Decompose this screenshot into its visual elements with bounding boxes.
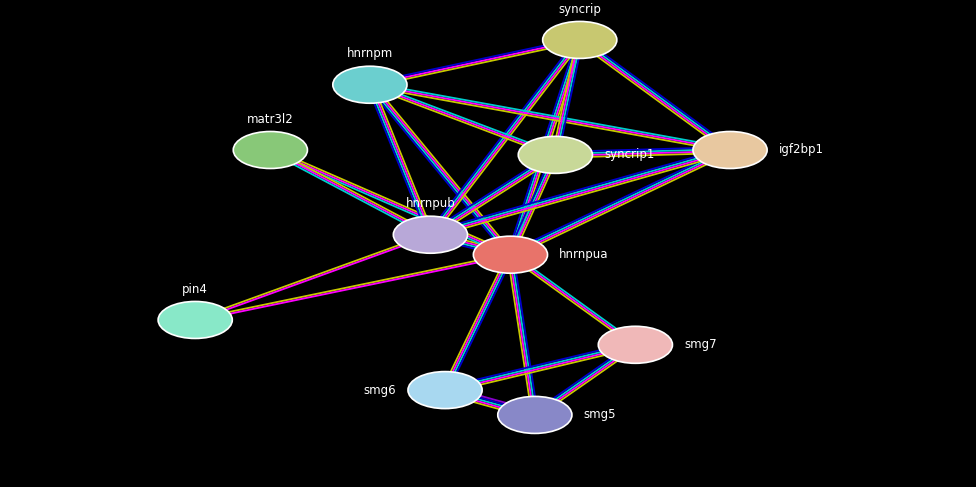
Text: smg6: smg6 — [364, 384, 396, 396]
Text: hnrnpub: hnrnpub — [406, 197, 455, 210]
Circle shape — [393, 216, 468, 253]
Text: smg7: smg7 — [684, 338, 716, 351]
Text: hnrnpua: hnrnpua — [559, 248, 609, 261]
Circle shape — [473, 236, 548, 273]
Circle shape — [333, 66, 407, 103]
Circle shape — [598, 326, 672, 363]
Text: igf2bp1: igf2bp1 — [779, 144, 824, 156]
Circle shape — [408, 372, 482, 409]
Text: hnrnpm: hnrnpm — [346, 47, 393, 60]
Text: matr3l2: matr3l2 — [247, 112, 294, 126]
Circle shape — [233, 131, 307, 169]
Circle shape — [498, 396, 572, 433]
Circle shape — [693, 131, 767, 169]
Text: pin4: pin4 — [183, 282, 208, 296]
Text: syncrip1: syncrip1 — [604, 149, 655, 161]
Circle shape — [543, 21, 617, 58]
Circle shape — [518, 136, 592, 173]
Text: syncrip: syncrip — [558, 2, 601, 16]
Circle shape — [158, 301, 232, 338]
Text: smg5: smg5 — [584, 409, 616, 421]
